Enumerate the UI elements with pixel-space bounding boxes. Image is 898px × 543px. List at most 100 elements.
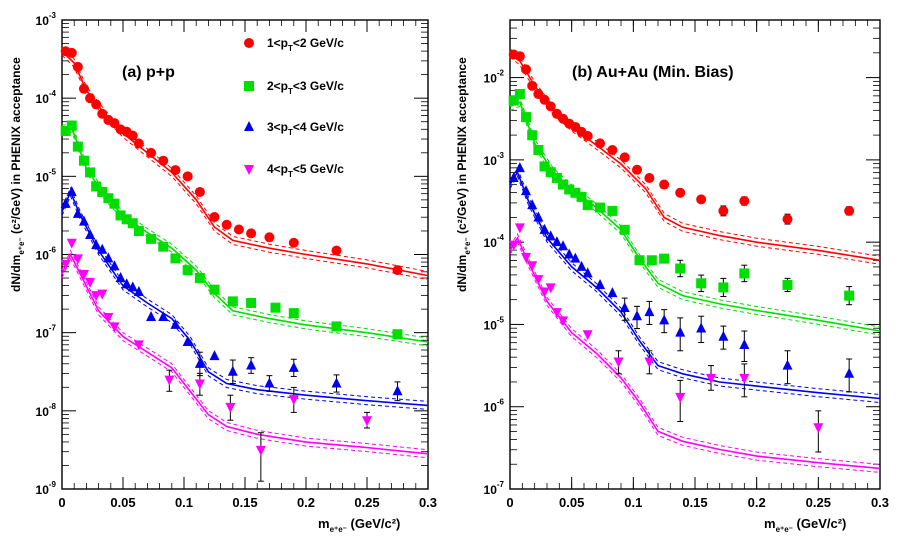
data-point [194, 379, 205, 390]
data-point [739, 268, 750, 279]
y-tick-label: 10-3 [484, 151, 505, 168]
data-point [595, 278, 606, 289]
data-point [182, 336, 193, 347]
data-point [521, 64, 532, 75]
legend: 1<pT<2 GeV/c 2<pT<3 GeV/c 3<pT<4 GeV/c 4<pT… [244, 36, 344, 179]
y-axis-label-post: (c²/GeV) in PHENIX acceptance [9, 57, 23, 237]
data-point [209, 211, 220, 222]
x-tick-label: 0 [506, 495, 513, 510]
x-axis-label-auau: me⁺e⁻ (GeV/c²) [764, 516, 846, 534]
data-point [97, 108, 108, 119]
data-point [121, 278, 132, 289]
data-point [514, 51, 525, 62]
series-band-lower [509, 105, 881, 336]
data-point [97, 243, 108, 254]
data-point [194, 186, 205, 197]
data-point [613, 357, 624, 368]
data-point [659, 253, 670, 264]
data-point [146, 311, 157, 322]
data-point [582, 330, 593, 341]
x-axis-label-unit: (GeV/c²) [351, 516, 401, 531]
data-point [551, 308, 562, 319]
y-tick-label: 10-3 [36, 11, 57, 28]
data-point [270, 302, 281, 313]
data-point [66, 185, 77, 196]
data-point [527, 130, 538, 141]
data-point [782, 214, 793, 225]
data-point [133, 340, 144, 351]
data-point [718, 282, 729, 293]
data-point [288, 361, 299, 372]
data-point [115, 210, 126, 221]
series-band-lower [61, 257, 429, 459]
x-tick-label: 0.3 [871, 495, 889, 510]
x-axis-label-sub: e⁺e⁻ [330, 525, 347, 534]
data-point [527, 261, 538, 272]
data-point [696, 278, 707, 289]
x-tick-label: 0.1 [175, 495, 193, 510]
y-axis-label-post: (c²/GeV) in PHENIX acceptance [455, 57, 469, 237]
data-point [739, 196, 750, 207]
data-point [595, 138, 606, 149]
data-point [675, 392, 686, 403]
x-tick-label: 0.3 [419, 495, 437, 510]
data-point [264, 232, 275, 243]
data-point [60, 259, 71, 270]
y-tick-label: 10-7 [484, 480, 505, 497]
data-point [619, 224, 630, 235]
y-axis-label-pp: dN/dme⁺e⁻ (c²/GeV) in PHENIX acceptance [9, 57, 26, 292]
series-band-lower [509, 240, 881, 473]
x-axis-label-unit: (GeV/c²) [797, 516, 847, 531]
data-point [246, 297, 257, 308]
series-curve [509, 52, 881, 262]
data-point [164, 375, 175, 386]
legend-label: 4<pT<5 GeV/c [267, 162, 344, 179]
data-point [844, 205, 855, 216]
data-point [170, 253, 181, 264]
data-point [514, 89, 525, 100]
data-point [233, 224, 244, 235]
data-point [85, 167, 96, 178]
data-point [533, 211, 544, 222]
series-curve [61, 127, 429, 343]
data-point [521, 112, 532, 123]
data-point [209, 284, 220, 295]
series-curve [509, 170, 881, 400]
data-point [545, 101, 556, 112]
legend-label: 2<pT<3 GeV/c [267, 79, 344, 96]
legend-label: 1<pT<2 GeV/c [267, 36, 344, 53]
data-point [97, 186, 108, 197]
data-point [659, 179, 670, 190]
panel-pp: 0 0.05 0.1 0.15 0.2 0.25 0.3 10-9 10-8 10-7 10-6 10… [9, 11, 437, 534]
x-tick-label: 0.25 [806, 495, 831, 510]
data-point [72, 61, 83, 72]
data-point [644, 172, 655, 183]
x-axis-label-main: m [764, 516, 776, 531]
data-point [227, 296, 238, 307]
data-point [521, 252, 532, 263]
data-point [576, 260, 587, 271]
data-point [66, 120, 77, 131]
data-point [170, 318, 181, 329]
data-point [194, 272, 205, 283]
data-point [706, 373, 717, 384]
data-point [66, 238, 77, 249]
data-point [545, 230, 556, 241]
data-point [619, 152, 630, 163]
data-point [103, 193, 114, 204]
data-point [170, 165, 181, 176]
data-point [718, 205, 729, 216]
data-point [85, 228, 96, 239]
data-point [60, 125, 71, 136]
data-point [607, 145, 618, 156]
plot-frame-auau [509, 19, 881, 490]
series-band-lower [509, 175, 881, 403]
x-tick-label: 0.15 [682, 495, 707, 510]
data-point [718, 330, 729, 341]
data-point [246, 228, 257, 239]
y-axis-label-pre: dN/dm [455, 255, 469, 292]
data-point [508, 171, 519, 182]
data-point [844, 367, 855, 378]
data-point [527, 80, 538, 91]
